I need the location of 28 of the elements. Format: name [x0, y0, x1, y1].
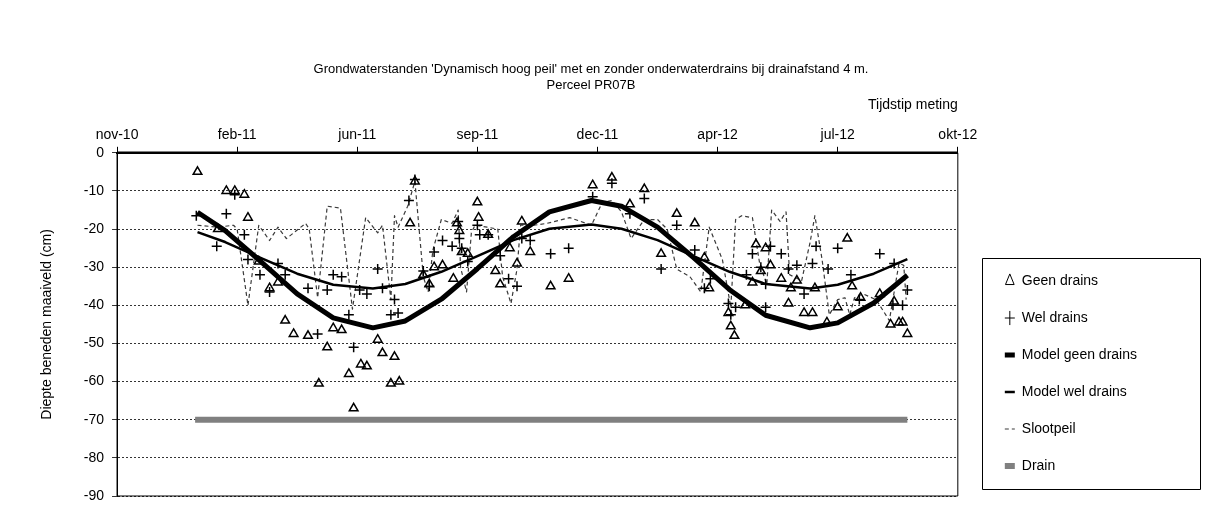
y-tick-label: -20 — [83, 219, 105, 236]
x-tick-label: dec-11 — [576, 126, 619, 143]
legend-label: Geen drains — [1021, 271, 1099, 288]
legend-label: Drain — [1021, 456, 1056, 473]
x-tick-label: jul-12 — [819, 126, 856, 143]
y-axis-title: Diepte beneden maaiveld (cm) — [38, 229, 55, 420]
y-tick-label: -50 — [83, 334, 105, 351]
legend-label: Model geen drains — [1021, 345, 1137, 362]
x-tick-label: apr-12 — [697, 126, 739, 143]
y-tick-label: -30 — [83, 258, 105, 275]
y-tick-label: -80 — [83, 448, 105, 465]
legend-label: Wel drains — [1021, 308, 1088, 325]
x-axis-title: Tijdstip meting — [868, 96, 958, 113]
chart-subtitle: Perceel PR07B — [546, 76, 636, 92]
chart-title: Grondwaterstanden 'Dynamisch hoog peil' met en zonder onderwaterdrains bij drainafstand 4 m. — [313, 61, 869, 77]
x-tick-label: feb-11 — [217, 126, 257, 143]
x-tick-label: jun-11 — [337, 126, 377, 143]
y-tick-label: -70 — [83, 410, 105, 427]
legend-label: Slootpeil — [1021, 419, 1076, 436]
x-tick-label: sep-11 — [456, 126, 499, 143]
y-tick-label: -40 — [83, 296, 105, 313]
legend-label: Model wel drains — [1021, 382, 1127, 399]
x-tick-label: nov-10 — [95, 126, 139, 143]
y-tick-label: -10 — [83, 181, 105, 198]
x-tick-label: okt-12 — [938, 126, 978, 143]
y-tick-label: 0 — [96, 143, 105, 160]
y-tick-label: -90 — [83, 486, 105, 503]
y-tick-label: -60 — [83, 372, 105, 389]
